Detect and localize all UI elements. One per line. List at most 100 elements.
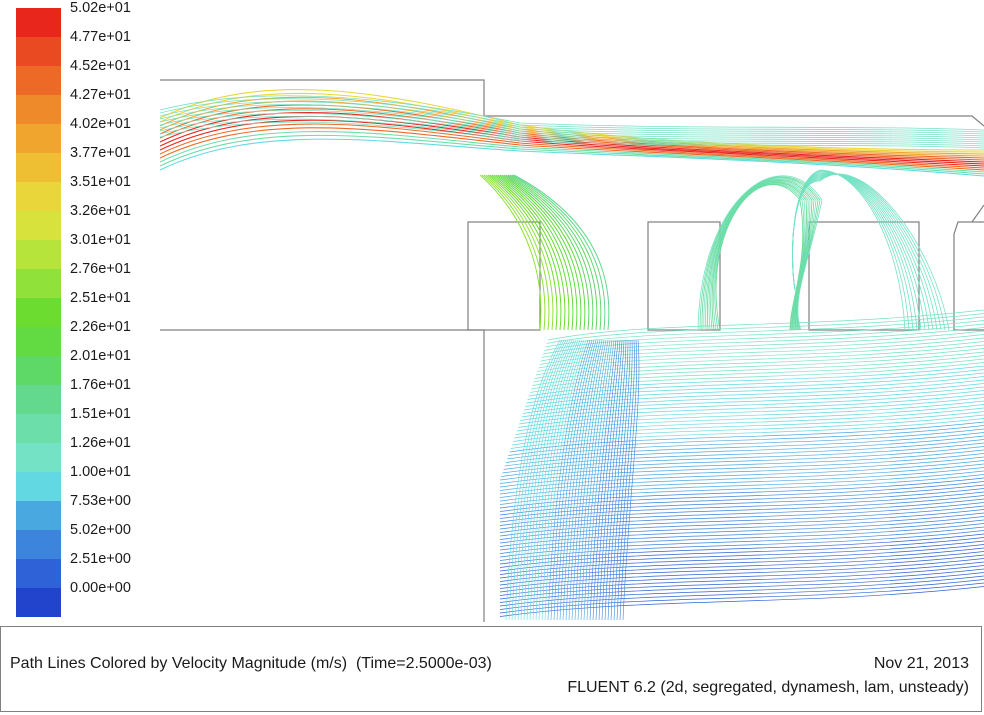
pathline-loop xyxy=(708,180,811,331)
pathline-chamber xyxy=(504,435,984,467)
pathline-descent xyxy=(532,339,579,621)
pathline-descent xyxy=(565,339,601,621)
pathline-descent xyxy=(607,339,629,621)
colorbar-swatch xyxy=(16,211,61,240)
pathline-descent xyxy=(613,339,633,621)
colorbar-tick-label: 2.51e+01 xyxy=(70,290,131,306)
pathline-inlet-jet xyxy=(159,123,984,169)
pathline-chamber xyxy=(533,351,984,383)
pathline-chamber xyxy=(499,530,984,561)
pathline-descent xyxy=(583,339,613,621)
pathline-chamber xyxy=(499,505,984,537)
baffle-3 xyxy=(808,221,920,331)
colorbar-swatch xyxy=(16,385,61,414)
colorbar-tick-label: 0.00e+00 xyxy=(70,580,131,596)
pathline-chamber xyxy=(519,393,984,425)
pathline-chamber xyxy=(499,509,984,540)
pathline-upper xyxy=(159,101,984,135)
pathline-chamber xyxy=(499,488,984,519)
pathline-chamber xyxy=(502,442,984,474)
pathline-jet xyxy=(513,174,610,331)
pathline-chamber xyxy=(545,316,984,348)
pathline-upper xyxy=(159,112,984,143)
colorbar-swatch xyxy=(16,327,61,356)
colorbar-swatch xyxy=(16,153,61,182)
baffle-2 xyxy=(647,221,721,331)
caption-time: (Time=2.5000e-03) xyxy=(355,655,492,672)
pathline-jet xyxy=(483,174,550,331)
pathline-jet xyxy=(503,174,590,331)
colorbar-swatch xyxy=(16,95,61,124)
pathline-upper xyxy=(159,107,984,139)
colorbar-tick-label: 1.76e+01 xyxy=(70,377,131,393)
colorbar-swatch xyxy=(16,298,61,327)
pathline-jet xyxy=(485,174,554,331)
pathline-chamber xyxy=(499,477,984,509)
pathline-chamber xyxy=(499,558,984,589)
pathline-descent xyxy=(568,339,603,621)
pathline-chamber xyxy=(499,551,984,582)
pathline-chamber xyxy=(520,390,984,421)
pathline-loop xyxy=(792,172,926,331)
pathline-chamber xyxy=(499,572,984,603)
pathline-descent xyxy=(586,339,615,621)
pathline-descent xyxy=(526,339,575,621)
pathline-chamber xyxy=(499,582,984,614)
figure-footer: Path Lines Colored by Velocity Magnitude… xyxy=(0,626,982,712)
pathline-descent xyxy=(517,339,569,621)
colorbar-swatch xyxy=(16,443,61,472)
pathline-inlet-jet xyxy=(159,134,984,175)
pathline-chamber xyxy=(544,320,984,351)
colorbar-tick-label: 3.26e+01 xyxy=(70,203,131,219)
pathline-inlet-jet xyxy=(159,138,984,177)
pathline-loop xyxy=(715,184,804,331)
caption-title: Path Lines Colored by Velocity Magnitude… xyxy=(10,655,348,672)
pathline-jet xyxy=(495,174,574,331)
pathline-descent xyxy=(619,339,637,621)
pathline-chamber xyxy=(508,425,984,456)
pathline-chamber xyxy=(499,568,984,600)
pathline-chamber xyxy=(499,519,984,551)
pathline-chamber xyxy=(529,362,984,393)
pathline-chamber xyxy=(499,474,984,505)
pathline-jet xyxy=(497,174,578,331)
pathline-chamber xyxy=(513,411,984,442)
pathline-descent xyxy=(550,339,591,621)
colorbar-tick-label: 2.51e+00 xyxy=(70,551,131,567)
pathline-chamber xyxy=(515,404,984,435)
pathline-chamber xyxy=(499,579,984,610)
pathline-chamber xyxy=(499,544,984,575)
pathline-descent xyxy=(577,339,609,621)
pathline-descent xyxy=(574,339,607,621)
colorbar-tick-label: 4.27e+01 xyxy=(70,87,131,103)
pathline-inlet-jet xyxy=(159,127,984,171)
pathline-chamber xyxy=(499,547,984,579)
pathline-descent xyxy=(523,339,573,621)
pathline-jet xyxy=(489,174,562,331)
pathline-loop xyxy=(792,173,950,331)
pathline-chamber xyxy=(532,355,984,386)
pathline-chamber xyxy=(499,498,984,530)
pathline-chamber xyxy=(499,523,984,554)
pathline-chamber xyxy=(499,533,984,565)
pathline-descent xyxy=(601,339,625,621)
colorbar-tick-label: 7.53e+00 xyxy=(70,493,131,509)
colorbar-tick-label: 2.76e+01 xyxy=(70,261,131,277)
pathlines xyxy=(159,89,984,621)
pathline-descent xyxy=(622,339,640,621)
pathline-jet xyxy=(505,174,594,331)
pathline-chamber xyxy=(511,414,984,446)
pathline-descent xyxy=(556,339,595,621)
pathline-descent xyxy=(538,339,583,621)
pathline-chamber xyxy=(517,397,984,428)
pathline-jet xyxy=(511,174,606,331)
colorbar-swatch xyxy=(16,240,61,269)
pathline-chamber xyxy=(499,502,984,533)
pathline-descent xyxy=(505,339,561,621)
colorbar-legend: 5.02e+01 4.77e+01 4.52e+01 4.27e+01 4.02e+01… xyxy=(0,0,160,620)
pathline-chamber xyxy=(546,313,984,344)
colorbar-tick-label: 3.01e+01 xyxy=(70,232,131,248)
colorbar-tick-label: 3.77e+01 xyxy=(70,145,131,161)
pathline-chamber xyxy=(501,446,984,477)
